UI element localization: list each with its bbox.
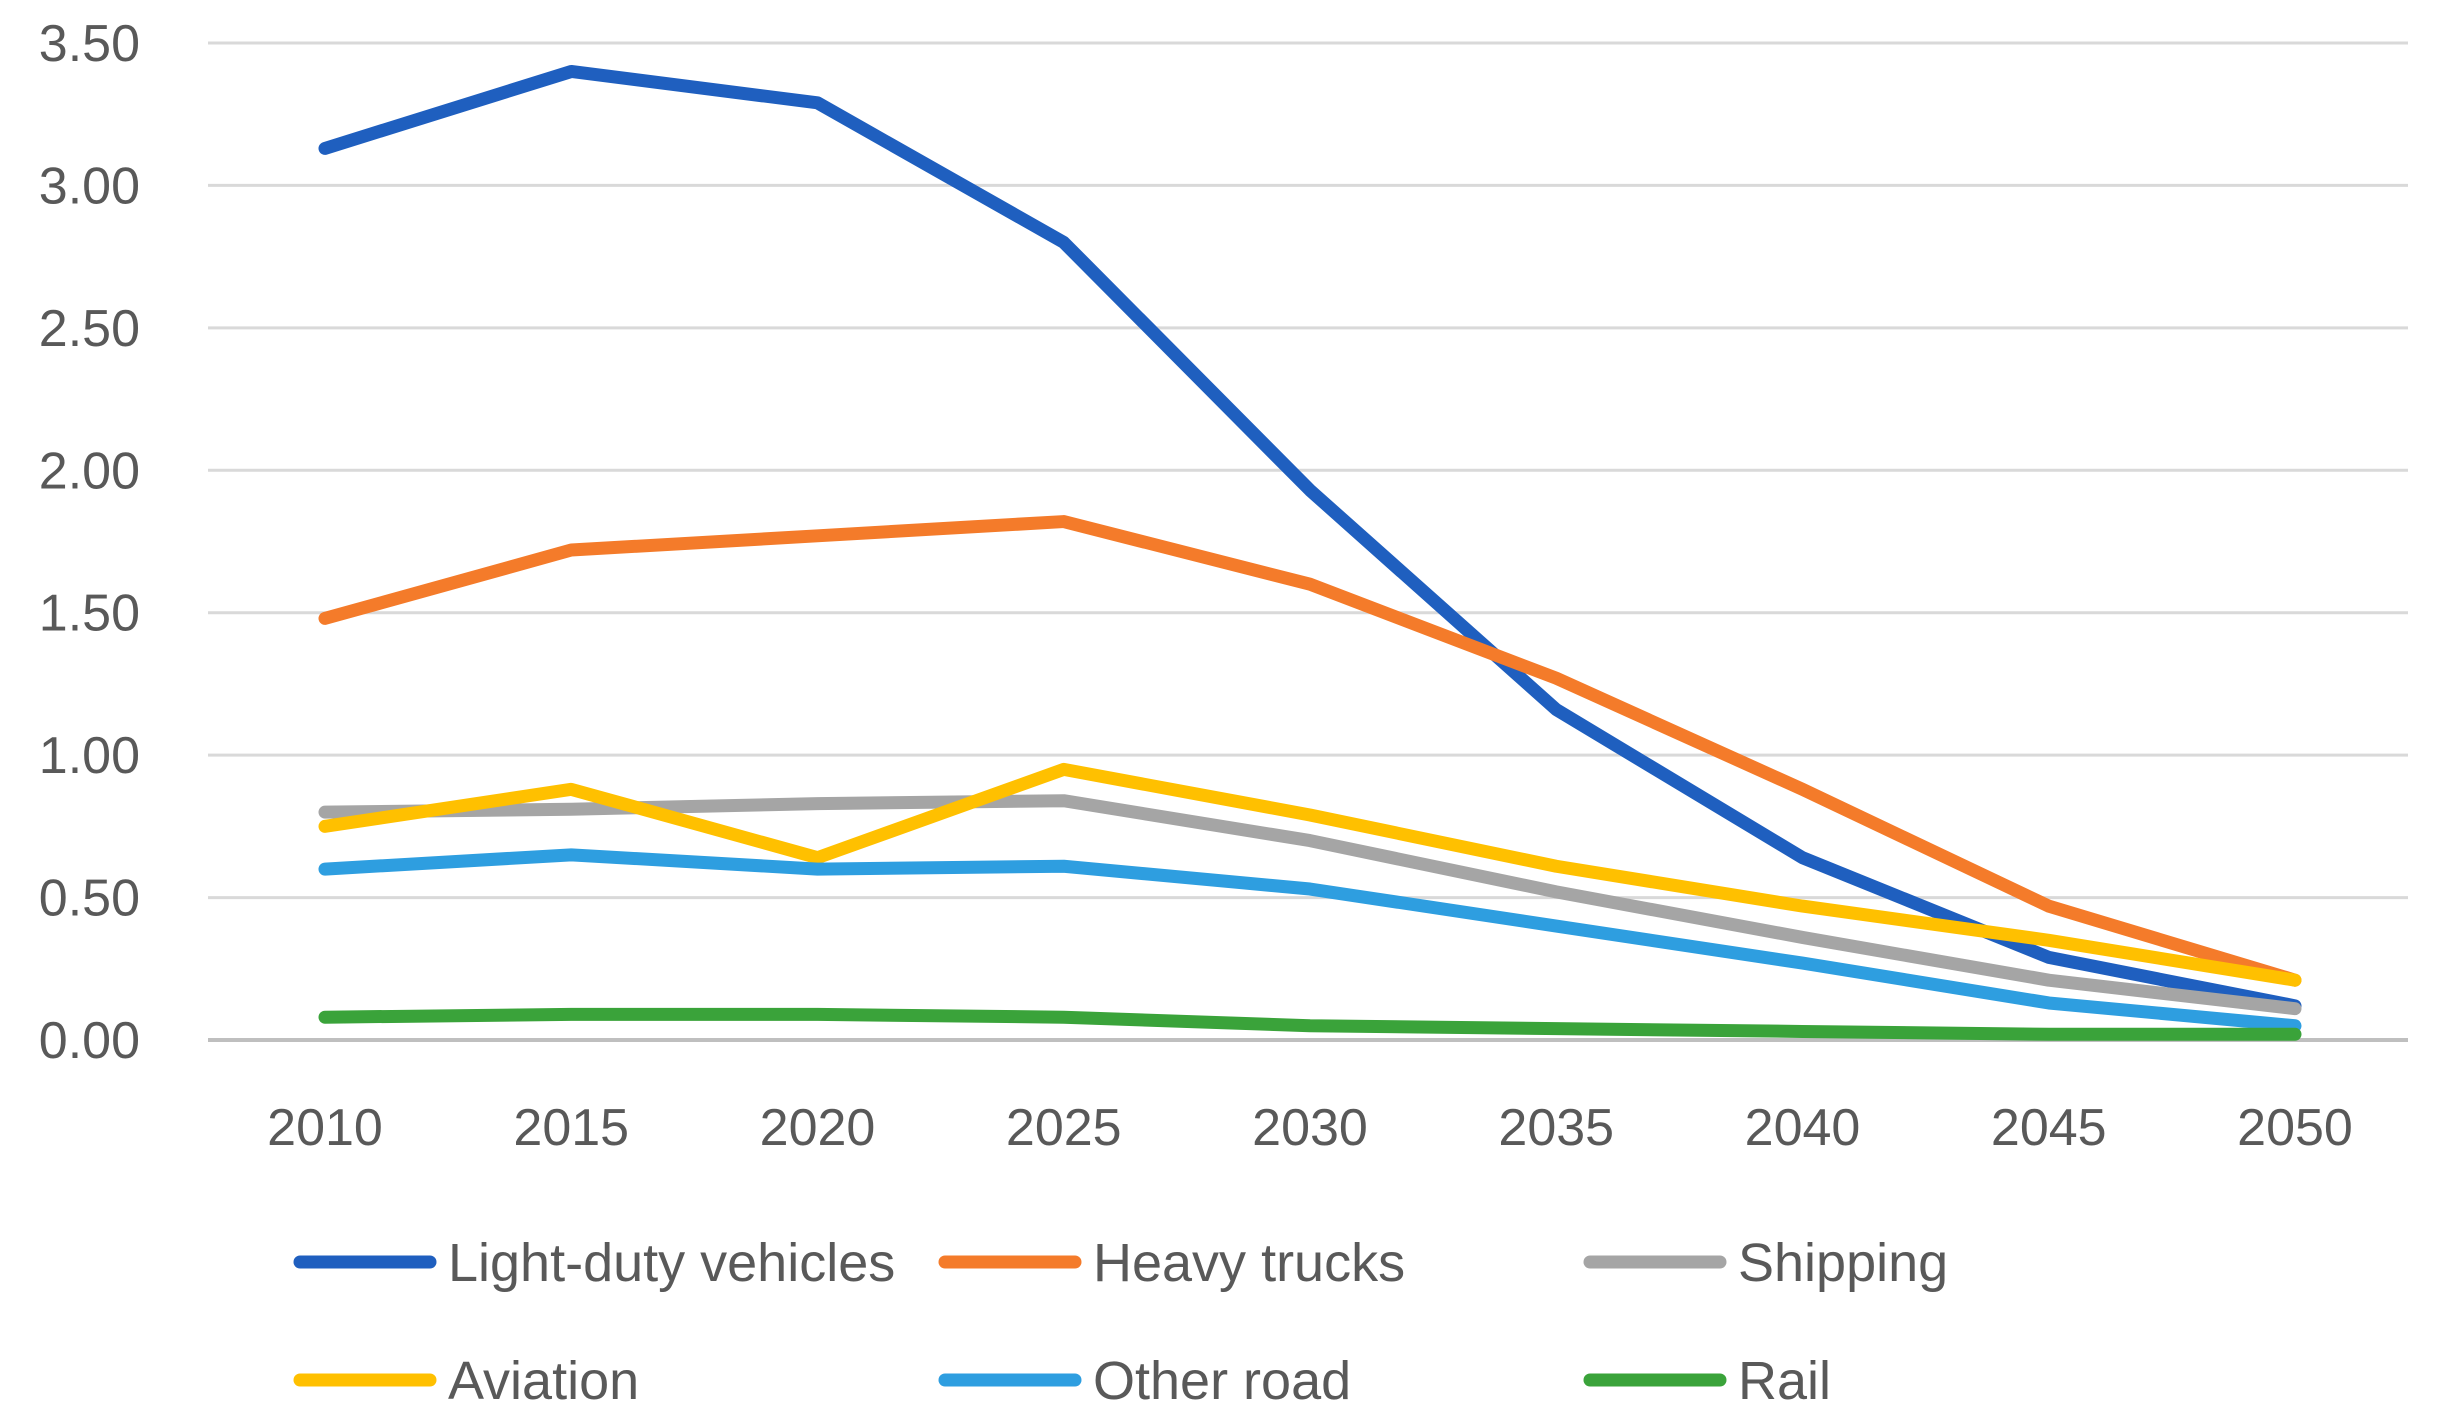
legend-label: Aviation <box>448 1351 639 1411</box>
series-line-other-road <box>318 848 2302 1033</box>
data-point-rail-2040 <box>1797 1025 1809 1037</box>
series-heavy-trucks <box>318 515 2302 987</box>
data-point-aviation-2030 <box>1304 809 1316 821</box>
data-point-other-road-2025 <box>1058 860 1070 872</box>
data-point-shipping-2025 <box>1058 795 1070 807</box>
data-point-rail-2010 <box>319 1011 331 1023</box>
legend: Light-duty vehicles Heavy trucks Shipping A… <box>293 1233 1948 1411</box>
data-point-aviation-2035 <box>1550 860 1562 872</box>
y-tick-label: 2.00 <box>39 442 140 500</box>
data-point-light-duty-vehicles-2030 <box>1304 484 1316 496</box>
legend-label: Heavy trucks <box>1093 1233 1405 1293</box>
data-point-rail-2025 <box>1058 1011 1070 1023</box>
data-point-light-duty-vehicles-2040 <box>1797 852 1809 864</box>
y-tick-label: 1.00 <box>39 727 140 785</box>
data-point-aviation-2050 <box>2289 974 2301 986</box>
series-line-light-duty-vehicles <box>318 64 2302 1013</box>
data-point-light-duty-vehicles-2010 <box>319 142 331 154</box>
data-point-shipping-2015 <box>565 803 577 815</box>
data-point-other-road-2040 <box>1797 957 1809 969</box>
legend-label: Shipping <box>1738 1233 1948 1293</box>
x-axis-tick-labels: 2010 2015 2020 2025 2030 2035 2040 2045 2050 <box>267 1099 2353 1157</box>
data-point-other-road-2030 <box>1304 883 1316 895</box>
data-point-heavy-trucks-2015 <box>565 544 577 556</box>
y-axis-tick-labels: 0.00 0.50 1.00 1.50 2.00 2.50 3.00 3.50 <box>39 15 140 1070</box>
series-line-shipping <box>318 794 2302 1016</box>
legend-item-other-road: Other road <box>938 1351 1351 1411</box>
x-tick-label: 2035 <box>1498 1099 1614 1157</box>
data-point-heavy-trucks-2025 <box>1058 516 1070 528</box>
data-point-other-road-2010 <box>319 863 331 875</box>
series-aviation <box>318 762 2302 987</box>
data-point-heavy-trucks-2040 <box>1797 783 1809 795</box>
legend-item-heavy-trucks: Heavy trucks <box>938 1233 1405 1293</box>
data-point-heavy-trucks-2020 <box>812 530 824 542</box>
series-other-road <box>318 848 2302 1033</box>
data-point-shipping-2010 <box>319 806 331 818</box>
x-tick-label: 2040 <box>1745 1099 1861 1157</box>
data-point-rail-2020 <box>812 1008 824 1020</box>
data-point-other-road-2015 <box>565 849 577 861</box>
x-tick-label: 2030 <box>1252 1099 1368 1157</box>
y-tick-label: 2.50 <box>39 300 140 358</box>
y-tick-label: 0.50 <box>39 870 140 928</box>
series-line-aviation <box>318 762 2302 987</box>
legend-item-aviation: Aviation <box>293 1351 639 1411</box>
legend-label: Other road <box>1093 1351 1351 1411</box>
data-point-rail-2050 <box>2289 1028 2301 1040</box>
data-point-aviation-2040 <box>1797 900 1809 912</box>
series-light-duty-vehicles <box>318 64 2302 1013</box>
data-point-aviation-2020 <box>812 852 824 864</box>
data-series <box>318 64 2302 1041</box>
data-point-light-duty-vehicles-2035 <box>1550 704 1562 716</box>
data-point-heavy-trucks-2030 <box>1304 578 1316 590</box>
series-line-heavy-trucks <box>318 515 2302 987</box>
data-point-aviation-2010 <box>319 820 331 832</box>
legend-label: Rail <box>1738 1351 1831 1411</box>
data-point-other-road-2020 <box>812 863 824 875</box>
data-point-light-duty-vehicles-2015 <box>565 65 577 77</box>
y-tick-label: 1.50 <box>39 585 140 643</box>
x-tick-label: 2050 <box>2237 1099 2353 1157</box>
y-tick-label: 0.00 <box>39 1012 140 1070</box>
data-point-other-road-2045 <box>2043 997 2055 1009</box>
x-tick-label: 2015 <box>513 1099 629 1157</box>
data-point-heavy-trucks-2045 <box>2043 900 2055 912</box>
x-tick-label: 2025 <box>1006 1099 1122 1157</box>
x-tick-label: 2045 <box>1991 1099 2107 1157</box>
data-point-light-duty-vehicles-2020 <box>812 97 824 109</box>
y-tick-label: 3.00 <box>39 157 140 215</box>
data-point-aviation-2015 <box>565 783 577 795</box>
series-rail <box>318 1007 2302 1041</box>
x-tick-label: 2020 <box>760 1099 876 1157</box>
data-point-light-duty-vehicles-2025 <box>1058 236 1070 248</box>
series-shipping <box>318 794 2302 1016</box>
legend-item-light-duty-vehicles: Light-duty vehicles <box>293 1233 895 1293</box>
data-point-other-road-2035 <box>1550 920 1562 932</box>
y-tick-label: 3.50 <box>39 15 140 73</box>
series-line-rail <box>318 1007 2302 1041</box>
x-tick-label: 2010 <box>267 1099 383 1157</box>
data-point-aviation-2045 <box>2043 934 2055 946</box>
data-point-shipping-2020 <box>812 798 824 810</box>
legend-item-rail: Rail <box>1583 1351 1831 1411</box>
data-point-shipping-2030 <box>1304 835 1316 847</box>
data-point-shipping-2050 <box>2289 1003 2301 1015</box>
data-point-heavy-trucks-2010 <box>319 612 331 624</box>
data-point-rail-2035 <box>1550 1023 1562 1035</box>
data-point-shipping-2040 <box>1797 931 1809 943</box>
data-point-aviation-2025 <box>1058 763 1070 775</box>
data-point-shipping-2035 <box>1550 886 1562 898</box>
data-point-heavy-trucks-2035 <box>1550 672 1562 684</box>
legend-label: Light-duty vehicles <box>448 1233 895 1293</box>
data-point-light-duty-vehicles-2045 <box>2043 951 2055 963</box>
data-point-rail-2045 <box>2043 1028 2055 1040</box>
data-point-rail-2015 <box>565 1008 577 1020</box>
data-point-rail-2030 <box>1304 1020 1316 1032</box>
legend-item-shipping: Shipping <box>1583 1233 1948 1293</box>
data-point-shipping-2045 <box>2043 974 2055 986</box>
